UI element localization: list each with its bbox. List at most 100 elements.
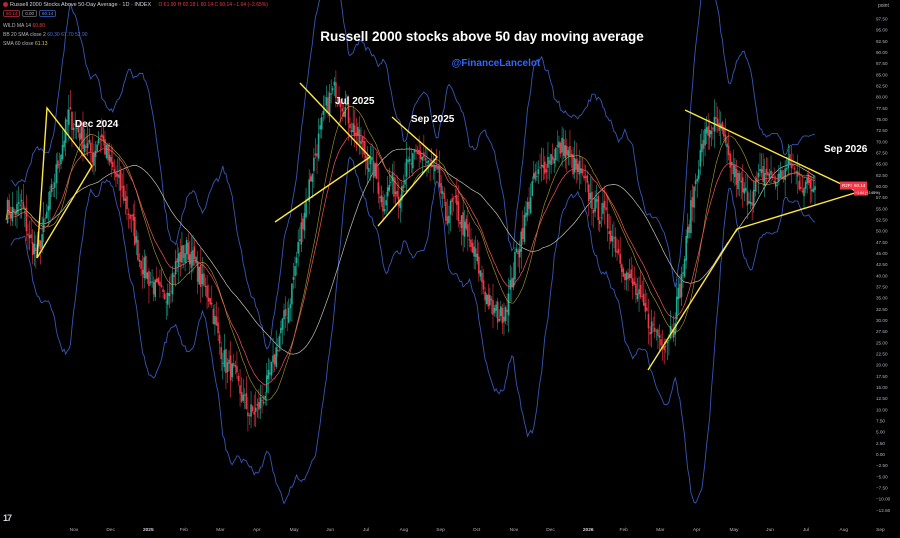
x-tick-label: Mar xyxy=(656,527,665,533)
candle-body xyxy=(528,201,530,209)
symbol-legend[interactable]: Russell 2000 Stocks Above 50-Day Average… xyxy=(3,2,268,8)
candle-body xyxy=(135,236,138,243)
candle-body xyxy=(218,334,221,344)
candle-body xyxy=(339,101,342,108)
candle-body xyxy=(298,239,301,242)
candle-body xyxy=(548,160,551,164)
candle-body xyxy=(316,153,318,157)
candle-body xyxy=(745,187,747,192)
candle-body xyxy=(182,245,185,259)
y-tick-label: −7.50 xyxy=(876,485,888,490)
candle-body xyxy=(784,168,786,181)
indicator-bb[interactable]: BB 20 SMA close 2 60.30 67.70 52.90 xyxy=(3,32,88,38)
y-tick-label: 55.00 xyxy=(876,206,888,211)
candle-body xyxy=(729,153,731,168)
candle-body xyxy=(317,133,320,159)
y-tick-label: 5.00 xyxy=(876,430,885,435)
candle-body xyxy=(251,406,254,411)
candle-body xyxy=(566,145,568,156)
candle-body xyxy=(616,250,618,253)
buy-price-box[interactable]: 60.14 xyxy=(39,10,57,17)
candle-body xyxy=(653,328,656,332)
candle-body xyxy=(536,176,538,177)
candle-body xyxy=(319,125,321,130)
candle-body xyxy=(487,294,490,307)
candle-body xyxy=(47,205,50,211)
candle-body xyxy=(33,243,36,255)
candle-body xyxy=(468,239,471,241)
candle-body xyxy=(434,165,436,172)
candle-body xyxy=(20,199,23,202)
candle-body xyxy=(666,341,669,344)
candle-body xyxy=(800,186,802,190)
candle-body xyxy=(481,272,483,283)
candle-body xyxy=(540,164,543,167)
axis-unit[interactable]: point xyxy=(878,3,889,9)
candle-body xyxy=(41,234,43,248)
candle-body xyxy=(320,117,323,130)
candle-body xyxy=(203,273,205,286)
candle-body xyxy=(75,127,78,129)
candle-body xyxy=(707,126,709,136)
candle-body xyxy=(295,257,298,264)
tradingview-logo-icon[interactable]: 17 xyxy=(3,513,12,523)
candle-body xyxy=(605,207,607,210)
indicator-wild-ma[interactable]: WILD MA 14 60.80 xyxy=(3,23,45,29)
candle-body xyxy=(49,191,51,210)
candle-body xyxy=(785,168,788,170)
x-tick-label: Sep xyxy=(876,527,885,533)
y-tick-label: 35.00 xyxy=(876,296,888,301)
candle-body xyxy=(335,82,337,99)
y-tick-label: 22.50 xyxy=(876,351,888,356)
candle-body xyxy=(672,330,675,338)
candle-body xyxy=(518,249,521,258)
candle-body xyxy=(418,149,420,156)
trendline-dec-2024 xyxy=(36,106,93,259)
candle-body xyxy=(214,315,216,325)
candle-body xyxy=(115,172,117,178)
candle-body xyxy=(600,217,603,219)
candle-body xyxy=(220,347,223,360)
wild-ma-path xyxy=(5,134,816,386)
candle-body xyxy=(264,395,266,399)
candle-body xyxy=(779,170,782,178)
candle-body xyxy=(393,176,395,197)
last-price-tag xyxy=(840,181,867,190)
trendline-jul-2025 xyxy=(274,82,372,223)
x-tick-label: May xyxy=(290,527,300,533)
y-tick-label: 47.50 xyxy=(876,240,888,245)
candle-body xyxy=(201,273,204,285)
candle-body xyxy=(327,97,329,112)
candle-body xyxy=(11,206,14,222)
y-axis: 97.50 95.00 92.50 90.00 87.50 85.00 82.50 80.00… xyxy=(876,16,891,512)
y-tick-label: 60.00 xyxy=(876,184,888,189)
candle-body xyxy=(86,143,89,148)
candle-body xyxy=(149,281,152,283)
candle-body xyxy=(460,215,463,228)
candle-body xyxy=(776,184,779,186)
candle-body xyxy=(148,271,150,287)
candle-body xyxy=(217,322,219,334)
candle-body xyxy=(207,297,210,302)
candle-body xyxy=(500,306,502,317)
indicator-name: BB 20 SMA close 2 xyxy=(3,32,46,38)
axis-unit-label: point xyxy=(878,3,889,9)
indicator-sma60[interactable]: SMA 60 close 61.13 xyxy=(3,41,47,47)
candle-body xyxy=(787,157,790,169)
candle-body xyxy=(663,346,665,351)
candle-body xyxy=(630,269,633,279)
candle-body xyxy=(688,224,691,233)
candle-body xyxy=(646,307,648,311)
candle-body xyxy=(545,169,548,173)
x-tick-label: Jul xyxy=(803,527,809,533)
candle-body xyxy=(407,160,409,162)
sell-price-box[interactable]: 60.14 xyxy=(3,10,21,17)
candle-body xyxy=(531,181,534,197)
candle-body xyxy=(350,130,353,132)
candle-body xyxy=(287,307,290,323)
candle-body xyxy=(371,156,373,161)
candle-body xyxy=(141,269,144,275)
candle-body xyxy=(410,163,413,165)
candle-body xyxy=(512,277,515,288)
